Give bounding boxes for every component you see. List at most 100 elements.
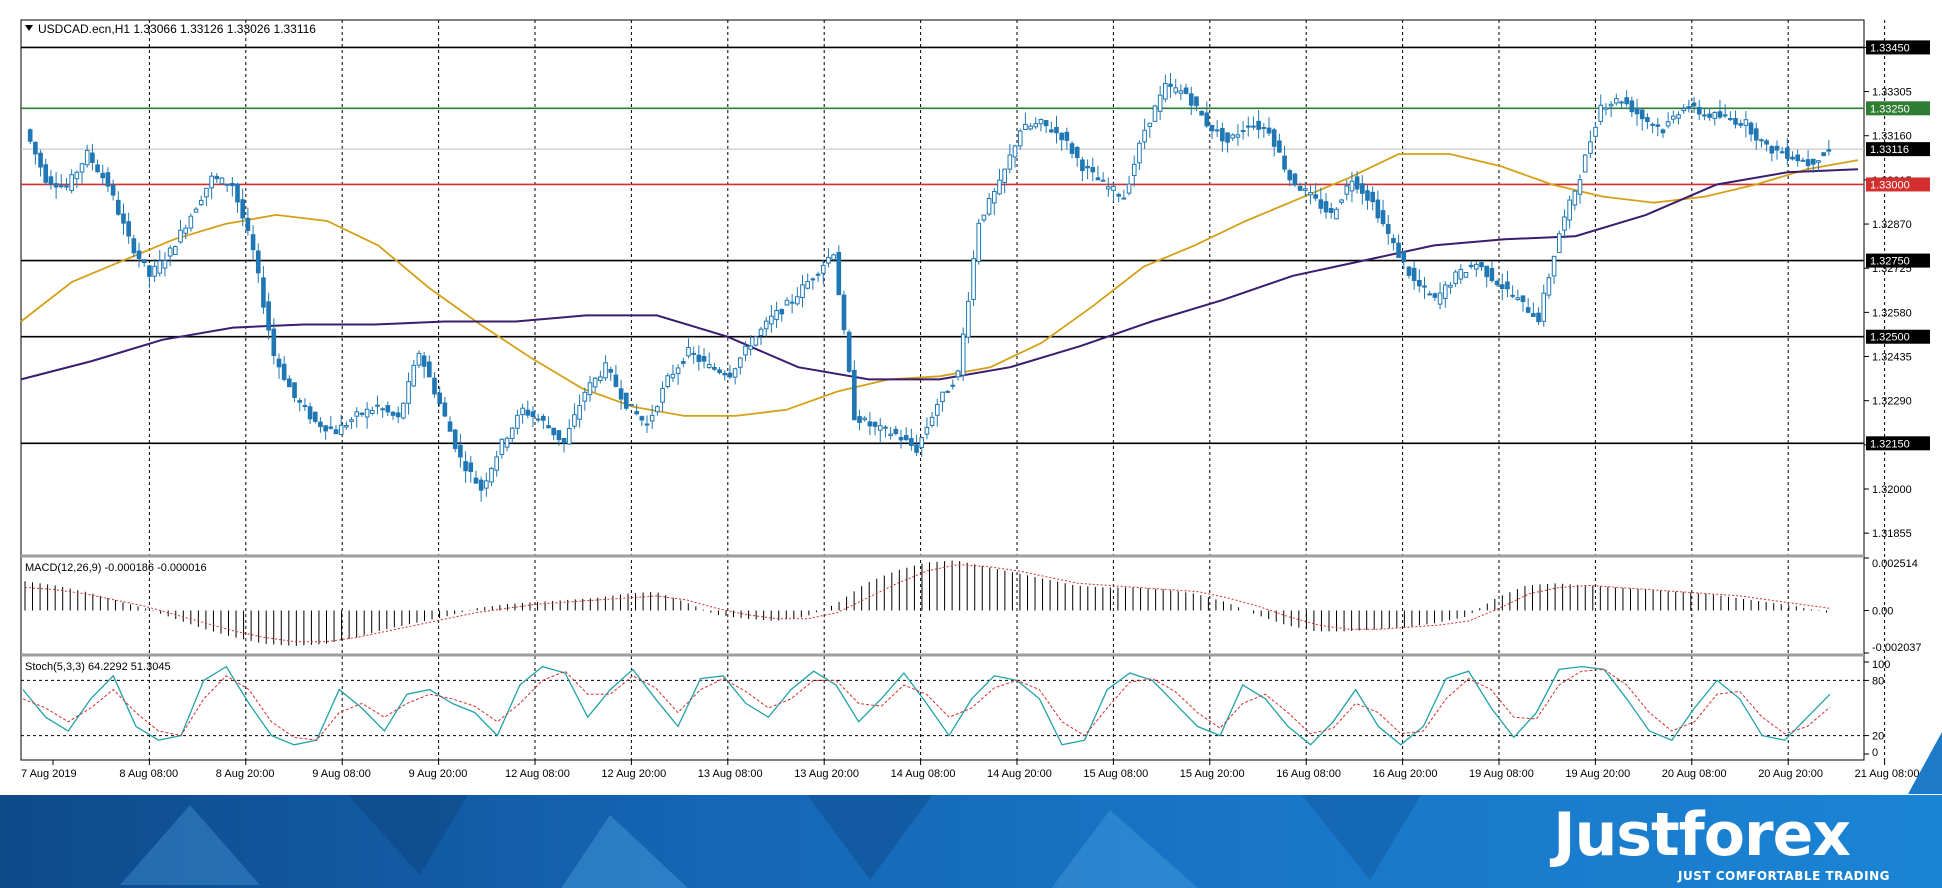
candle-body <box>701 356 707 362</box>
price-tick-label: 1.32435 <box>1872 352 1912 364</box>
candle-body <box>582 391 588 402</box>
ma-slow-line <box>20 168 1859 381</box>
candle-body <box>333 429 339 435</box>
candle-body <box>1769 146 1775 154</box>
candle-body <box>1163 83 1168 100</box>
candle-body <box>893 428 899 435</box>
candle-body <box>1546 277 1552 296</box>
candle-body <box>1017 130 1023 147</box>
candle-body <box>281 363 287 380</box>
candle-body <box>452 429 458 450</box>
candle-body <box>722 372 728 376</box>
candle-body <box>1738 123 1744 126</box>
candle-body <box>686 347 691 357</box>
level-tag <box>1866 329 1930 344</box>
candle-body <box>940 391 945 403</box>
candle-body <box>1007 154 1013 170</box>
time-tick-label: 12 Aug 20:00 <box>601 768 666 780</box>
candle-body <box>126 221 131 237</box>
candle-body <box>1427 293 1433 296</box>
candle-body <box>712 366 717 370</box>
candle-body <box>1795 154 1801 162</box>
candle-body <box>1090 167 1096 173</box>
candle-body <box>660 387 665 403</box>
candle-body <box>826 256 831 264</box>
candle-body <box>110 184 116 196</box>
candle-body <box>1525 307 1531 313</box>
candle-body <box>592 377 598 388</box>
price-tick-label: 1.31855 <box>1872 528 1912 540</box>
candle-body <box>1209 124 1215 132</box>
candle-body <box>447 421 453 432</box>
time-tick-label: 16 Aug 20:00 <box>1373 768 1438 780</box>
candle-body <box>1510 294 1515 297</box>
candle-body <box>115 199 121 215</box>
candle-body <box>862 417 868 421</box>
candle-body <box>478 479 484 491</box>
candle-body <box>250 234 256 251</box>
candle-body <box>318 421 323 428</box>
time-tick-label: 20 Aug 08:00 <box>1662 768 1727 780</box>
candle-body <box>90 152 95 164</box>
candle-body <box>1468 264 1474 268</box>
ma-fast-line <box>20 153 1859 417</box>
candle-body <box>779 309 785 315</box>
candle-body <box>1370 191 1375 203</box>
candle-body <box>914 444 919 453</box>
candle-body <box>530 411 536 418</box>
candle-body <box>255 250 261 274</box>
time-tick-label: 19 Aug 08:00 <box>1469 768 1534 780</box>
collapse-arrow-icon[interactable] <box>25 25 33 31</box>
level-tag-label: 1.32750 <box>1870 256 1910 268</box>
candle-body <box>836 251 842 296</box>
time-tick-label: 21 Aug 08:00 <box>1855 768 1920 780</box>
candle-body <box>245 217 251 231</box>
candle-body <box>846 331 852 372</box>
candle-body <box>375 404 380 407</box>
candle-body <box>1463 272 1469 278</box>
candle-body <box>753 336 759 346</box>
candle-body <box>349 419 354 422</box>
candle-body <box>1753 128 1759 141</box>
candle-body <box>613 374 619 387</box>
candle-body <box>520 407 525 416</box>
candle-body <box>831 254 836 260</box>
candle-body <box>121 213 126 224</box>
candle-body <box>1728 118 1733 121</box>
candle-body <box>1458 268 1464 280</box>
candle-body <box>1220 127 1225 142</box>
candle-body <box>1790 156 1795 160</box>
candle-body <box>649 414 655 422</box>
candle-body <box>623 392 629 409</box>
candle-body <box>1821 152 1826 157</box>
candle-body <box>991 191 997 204</box>
candle-body <box>1002 168 1007 184</box>
brand-banner: Justforex JUST COMFORTABLE TRADING <box>0 795 1942 888</box>
time-tick-label: 15 Aug 08:00 <box>1083 768 1148 780</box>
candle-body <box>644 423 650 426</box>
candle-body <box>618 388 624 400</box>
candle-body <box>509 427 515 439</box>
candle-body <box>1199 110 1204 116</box>
candle-body <box>214 175 220 180</box>
level-tags: 1.33450 1.33250 1.33116 1.33000 1.32750 1.325… <box>1866 40 1930 451</box>
candle-body <box>1069 143 1075 154</box>
candle-body <box>955 370 961 378</box>
candle-body <box>1245 125 1251 128</box>
candle-body <box>421 355 427 367</box>
candle-body <box>1562 216 1567 231</box>
candle-body <box>95 164 100 173</box>
candle-body <box>1131 163 1137 177</box>
candle-body <box>934 404 940 416</box>
candle-body <box>136 250 142 260</box>
candle-body <box>1494 280 1500 286</box>
candle-body <box>1572 190 1578 206</box>
horizontal-levels <box>21 46 1864 445</box>
candle-body <box>1282 155 1287 170</box>
decor-triangle <box>120 805 260 885</box>
candle-body <box>1033 123 1039 128</box>
level-tag <box>1866 253 1930 268</box>
candle-body <box>484 480 489 489</box>
candle-body <box>1536 312 1541 323</box>
candle-body <box>1095 177 1101 181</box>
